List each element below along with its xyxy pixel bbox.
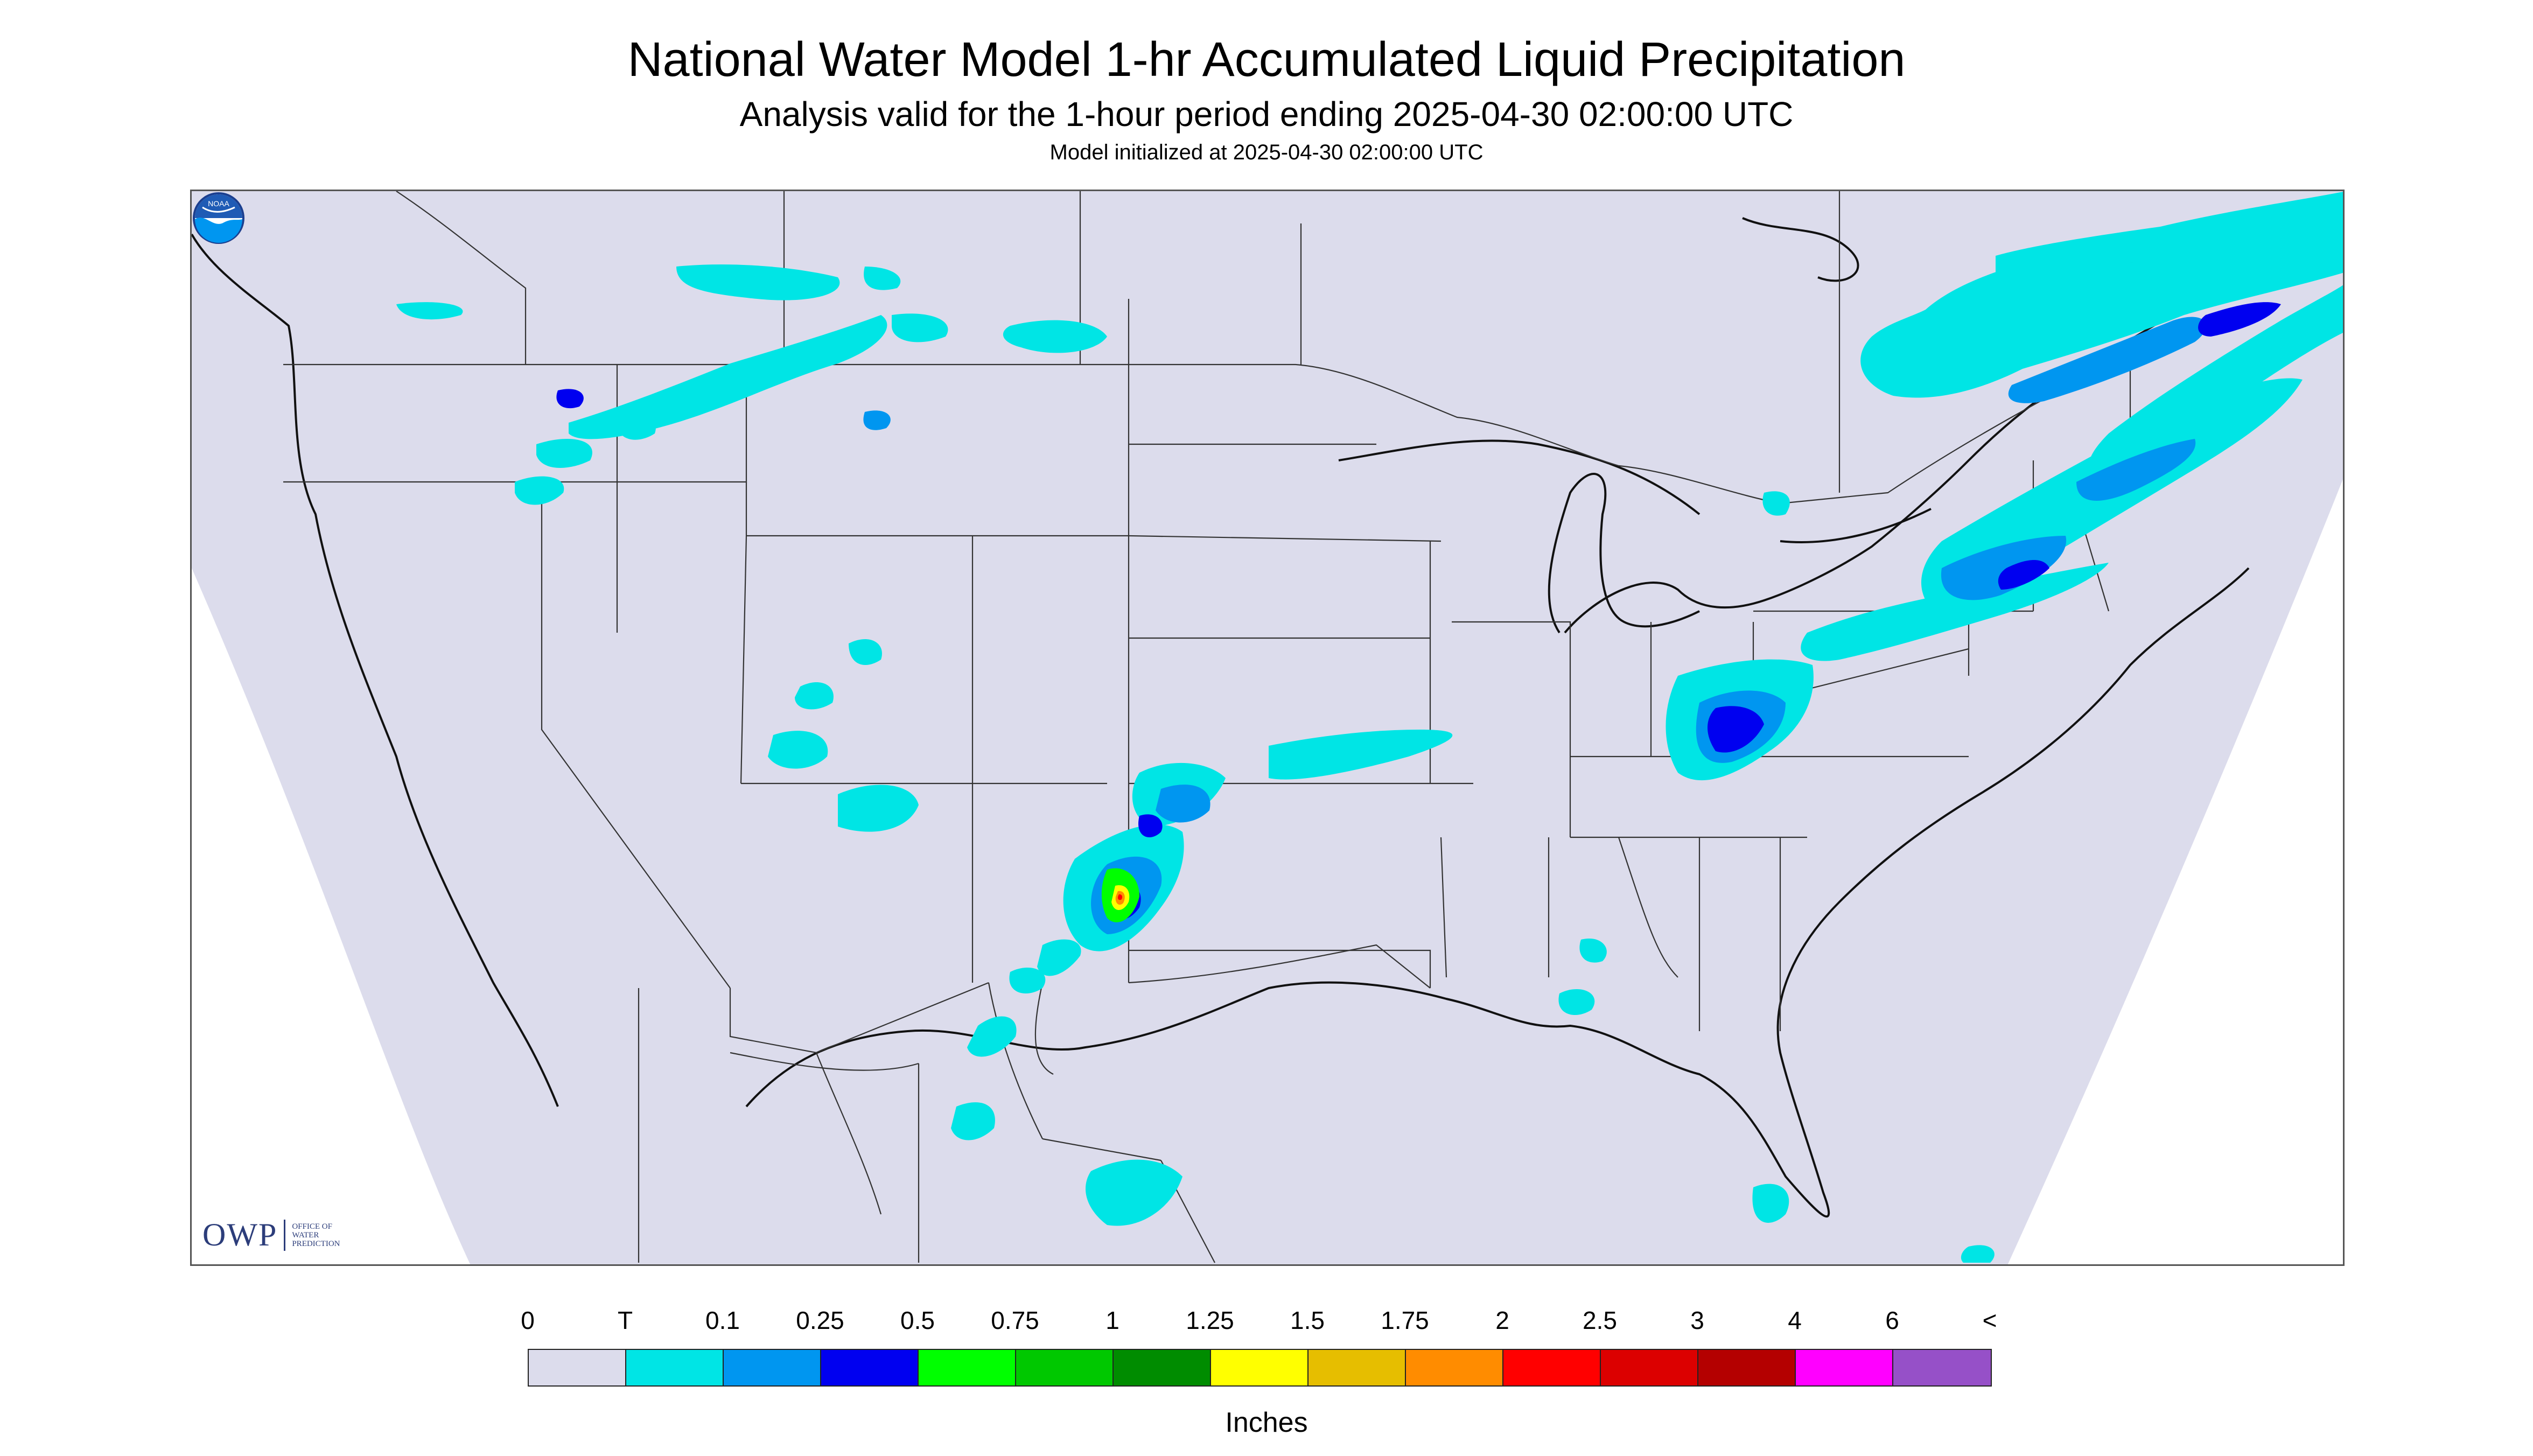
legend-swatch xyxy=(1601,1350,1698,1385)
map-title: National Water Model 1-hr Accumulated Li… xyxy=(627,33,1906,87)
legend-swatch xyxy=(1796,1350,1893,1385)
legend-units: Inches xyxy=(1225,1407,1308,1438)
legend-tick-label: 0.5 xyxy=(900,1306,935,1334)
legend-swatch xyxy=(1698,1350,1796,1385)
owp-logo-words: OFFICE OF WATER PREDICTION xyxy=(292,1222,340,1248)
legend-swatch xyxy=(1406,1350,1503,1385)
owp-logo-abbr: OWP xyxy=(202,1217,278,1252)
legend-tick-label: 1.25 xyxy=(1186,1306,1234,1334)
map-svg xyxy=(192,191,2343,1264)
legend-swatch xyxy=(821,1350,919,1385)
owp-logo-line: OFFICE OF xyxy=(292,1222,332,1231)
precipitation-map: OWP OFFICE OF WATER PREDICTION NOAA xyxy=(190,190,2345,1266)
legend-swatch xyxy=(1211,1350,1309,1385)
owp-logo-separator xyxy=(284,1219,286,1251)
model-domain-area xyxy=(192,191,2343,1264)
legend-swatch xyxy=(626,1350,724,1385)
legend-tick-label: 0.1 xyxy=(705,1306,740,1334)
legend-swatch xyxy=(724,1350,821,1385)
legend-tick-label: 1.5 xyxy=(1290,1306,1325,1334)
out-of-domain-right xyxy=(2007,479,2343,1264)
legend-labels: 0 T 0.1 0.25 0.5 0.75 1 1.25 1.5 1.75 2 2.5 3 4 6 < xyxy=(0,1306,2533,1338)
legend-tick-label: 0 xyxy=(521,1306,535,1334)
legend-swatch xyxy=(1016,1350,1114,1385)
legend-tick-label: 2.5 xyxy=(1583,1306,1617,1334)
legend-swatch xyxy=(919,1350,1016,1385)
legend-swatch xyxy=(529,1350,626,1385)
out-of-domain-left xyxy=(192,568,471,1264)
precip-red-core xyxy=(1117,894,1123,900)
legend-tick-label: 0.75 xyxy=(991,1306,1039,1334)
legend-swatch xyxy=(1114,1350,1211,1385)
precip-intense xyxy=(1101,868,1139,922)
model-init-line: Model initialized at 2025-04-30 02:00:00… xyxy=(1049,141,1484,164)
legend-tick-label: 0.25 xyxy=(796,1306,844,1334)
legend-tick-label: 1 xyxy=(1105,1306,1119,1334)
legend-tick-label: 1.75 xyxy=(1381,1306,1429,1334)
legend-swatch xyxy=(1309,1350,1406,1385)
legend-tick-label: T xyxy=(617,1306,633,1334)
legend-tick-label: 3 xyxy=(1690,1306,1704,1334)
owp-logo-line: WATER xyxy=(292,1230,319,1240)
precip-heavy xyxy=(556,302,2281,920)
legend-tick-label: < xyxy=(1982,1306,1997,1334)
legend-tick-label: 6 xyxy=(1885,1306,1899,1334)
map-subtitle: Analysis valid for the 1-hour period end… xyxy=(739,95,1794,134)
legend-swatch xyxy=(1893,1350,1991,1385)
legend-tick-label: 4 xyxy=(1788,1306,1802,1334)
legend-colorbar xyxy=(528,1349,1992,1387)
owp-logo: OWP OFFICE OF WATER PREDICTION xyxy=(202,1216,340,1254)
noaa-logo: NOAA xyxy=(193,192,244,244)
owp-logo-line: PREDICTION xyxy=(292,1239,340,1248)
legend-tick-label: 2 xyxy=(1495,1306,1509,1334)
noaa-logo-text: NOAA xyxy=(208,199,229,208)
legend-swatch xyxy=(1503,1350,1601,1385)
